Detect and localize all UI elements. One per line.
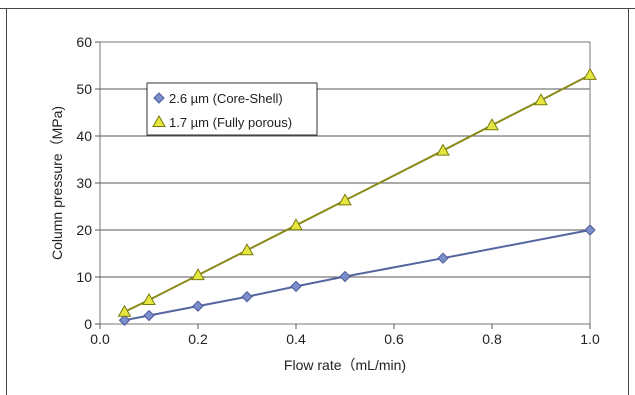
- y-tick-label: 40: [76, 128, 92, 144]
- y-tick-label: 30: [76, 175, 92, 191]
- y-tick-label: 0: [84, 316, 92, 332]
- series-2-point: [436, 143, 450, 156]
- series-2-point: [191, 268, 205, 281]
- x-axis-label: Flow rate（mL/min): [284, 357, 406, 373]
- series-2: [117, 67, 597, 317]
- legend-box: [146, 82, 318, 136]
- frame-left-border: [6, 8, 7, 395]
- series-1-point: [584, 224, 596, 236]
- x-tick-label: 0.8: [482, 331, 502, 347]
- series-1-point: [241, 291, 253, 303]
- x-tick-label: 0.4: [286, 331, 306, 347]
- series-layer: [117, 67, 597, 326]
- series-2-point: [534, 93, 548, 106]
- y-tick-label: 50: [76, 81, 92, 97]
- y-axis-label: Column pressure（MPa): [49, 106, 65, 260]
- x-tick-label: 0.0: [90, 331, 110, 347]
- series-1-point: [192, 300, 204, 312]
- legend-marker-2: [152, 114, 166, 127]
- series-1: [118, 224, 596, 326]
- x-tick-label: 0.6: [384, 331, 404, 347]
- series-2-point: [338, 193, 352, 206]
- series-1-line: [124, 229, 591, 322]
- series-2-point: [117, 304, 132, 317]
- legend-items: 2.6 µm (Core-Shell) 1.7 µm (Fully porous): [152, 91, 292, 130]
- legend-item-2: 1.7 µm (Fully porous): [152, 114, 292, 130]
- frame-right-border: [628, 8, 629, 395]
- series-2-point: [289, 218, 303, 231]
- series-1-point: [143, 309, 155, 322]
- series-1-point: [290, 280, 302, 293]
- series-1-point: [437, 252, 449, 264]
- series-2-point: [485, 118, 499, 131]
- legend-marker-1: [153, 92, 165, 104]
- series-2-point: [583, 67, 597, 80]
- frame-top-border: [0, 8, 635, 9]
- series-2-point: [142, 293, 156, 306]
- series-1-point: [118, 314, 131, 326]
- series-2-line: [124, 74, 591, 313]
- legend-label-1: 2.6 µm (Core-Shell): [169, 91, 283, 106]
- series-2-point: [240, 243, 254, 256]
- x-tick-label: 0.2: [188, 331, 208, 347]
- tick-layer: 0 10 20 30 40 50 60 0.0 0.2 0.4 0.6 0.8 1.0: [76, 34, 600, 347]
- series-1-point: [339, 270, 351, 283]
- y-tick-label: 60: [76, 34, 92, 50]
- legend-item-1: 2.6 µm (Core-Shell): [153, 91, 283, 106]
- legend-label-2: 1.7 µm (Fully porous): [169, 115, 292, 130]
- legend: 2.6 µm (Core-Shell) 1.7 µm (Fully porous): [146, 82, 318, 136]
- x-tick-label: 1.0: [580, 331, 600, 347]
- y-tick-label: 10: [76, 269, 92, 285]
- y-tick-label: 20: [76, 222, 92, 238]
